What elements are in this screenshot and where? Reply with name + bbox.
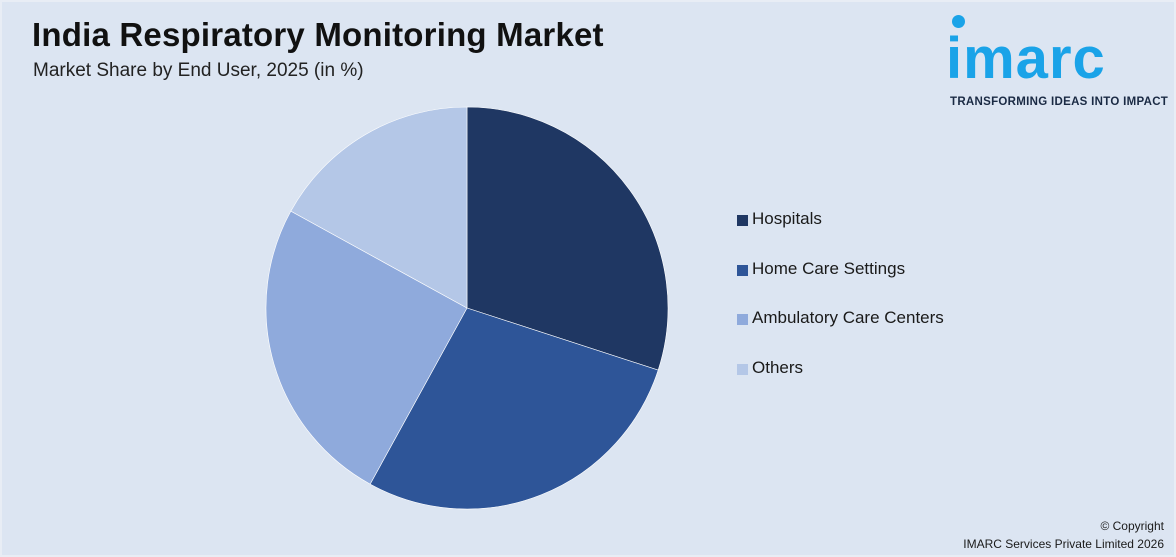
legend-label: Others xyxy=(752,357,804,377)
imarc-logo: imarc TRANSFORMING IDEAS INTO IMPACT xyxy=(946,12,1176,112)
legend-swatch xyxy=(737,314,748,325)
logo-dot-icon xyxy=(952,15,965,28)
chart-subtitle: Market Share by End User, 2025 (in %) xyxy=(33,60,364,81)
legend-swatch xyxy=(737,363,748,375)
pie-slice-hospitals xyxy=(466,106,669,371)
company-line: IMARC Services Private Limited 2026 xyxy=(963,537,1164,551)
pie-chart xyxy=(265,106,669,510)
logo-tagline: TRANSFORMING IDEAS INTO IMPACT xyxy=(950,96,1169,108)
legend-label: Ambulatory Care Centers xyxy=(752,308,944,327)
pie-slice-home-care-settings xyxy=(369,307,659,510)
legend-label: Hospitals xyxy=(752,209,822,228)
chart-title: India Respiratory Monitoring Market xyxy=(32,16,604,53)
pie-slice-ambulatory-care-centers xyxy=(265,210,468,485)
pie-slice-others xyxy=(290,106,468,309)
legend-swatch xyxy=(737,264,748,276)
copyright-footer: © Copyright IMARC Services Private Limit… xyxy=(963,517,1164,553)
logo-wordmark: imarc xyxy=(946,26,1106,91)
legend-swatch xyxy=(737,215,748,226)
legend-label: Home Care Settings xyxy=(752,258,906,278)
copyright-line: © Copyright xyxy=(1100,519,1164,533)
